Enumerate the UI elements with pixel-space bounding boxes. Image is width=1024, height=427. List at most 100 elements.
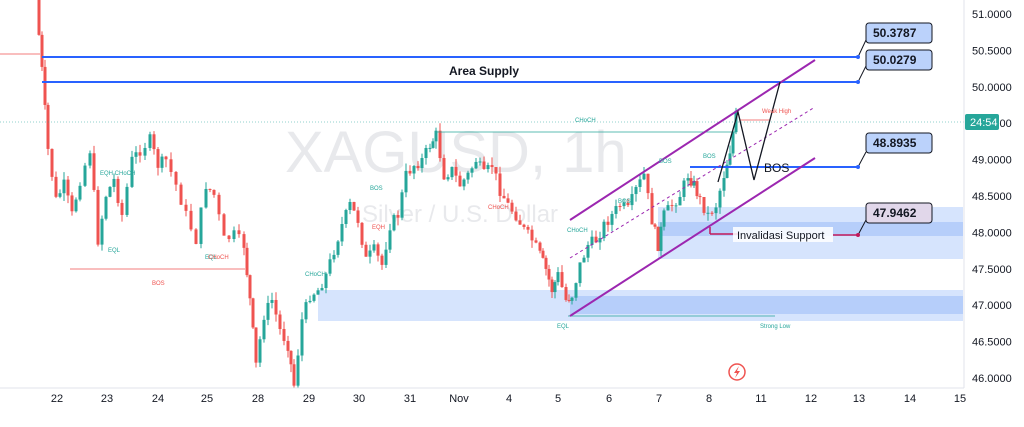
candle-body [292, 364, 296, 386]
time-axis[interactable] [0, 388, 964, 427]
choch-nov5-label: CHoCH [567, 228, 588, 234]
candle-body [254, 327, 258, 363]
candle-body [416, 166, 420, 169]
bos-nov8-label: BOS [703, 154, 716, 160]
candle-body [590, 236, 594, 245]
lightning-icon[interactable] [728, 363, 746, 381]
candle-body [348, 202, 352, 211]
candle-body [148, 134, 152, 148]
candle-body [160, 156, 164, 168]
candle-body [428, 147, 432, 149]
price-label-50-0279: 50.0279 [873, 53, 917, 67]
y-tick-label: 46.0000 [972, 373, 1012, 385]
candle-body [356, 210, 360, 223]
candle-body [614, 206, 618, 214]
candle-body [251, 298, 255, 328]
candle-body [392, 215, 396, 231]
candle-body [156, 149, 160, 168]
candle-body [662, 210, 666, 227]
y-tick-label: 48.0000 [972, 227, 1012, 239]
candle-body [92, 153, 96, 190]
candle-body [408, 170, 412, 174]
price-callout-50-3787: 50.3787 [856, 22, 933, 59]
candle-body [340, 224, 344, 242]
candle-body [678, 196, 682, 206]
candle-body [282, 328, 286, 341]
candle-body [125, 186, 129, 215]
candle-body [189, 210, 193, 230]
choch-left2-label: CHoCH [305, 272, 326, 278]
candle-body [352, 202, 356, 211]
candle-body [458, 175, 462, 187]
candle-body [454, 166, 458, 176]
candle-body [610, 213, 614, 225]
candle-body [204, 188, 208, 208]
candle-body [653, 224, 657, 227]
candle-body [83, 165, 87, 186]
candle-body [506, 198, 510, 203]
choch-mid-label: CHoCH [208, 255, 229, 261]
candle-body [462, 179, 466, 187]
candle-body [582, 257, 586, 263]
projection-path [717, 81, 781, 183]
candle-body [514, 211, 518, 221]
x-tick-label: 24 [152, 393, 164, 405]
candle-body [266, 302, 270, 320]
price-label-48-8935: 48.8935 [873, 136, 917, 150]
x-tick-label: 31 [404, 393, 416, 405]
price-axis[interactable] [964, 0, 1024, 388]
candle-body [364, 244, 368, 257]
candle-body [134, 152, 138, 157]
bos-mid-label: BOS [370, 186, 383, 192]
candle-body [304, 302, 308, 320]
candle-body [70, 195, 74, 212]
x-tick-label: 29 [303, 393, 315, 405]
candle-body [300, 319, 304, 356]
candle-body [138, 152, 142, 156]
candle-body [184, 204, 188, 211]
candle-body [431, 141, 435, 148]
current-price-time: 24:54 [970, 117, 998, 129]
x-tick-label: 15 [954, 393, 966, 405]
x-tick-label: 22 [51, 393, 63, 405]
y-tick-label: 50.0000 [972, 82, 1012, 94]
candle-body [682, 180, 686, 197]
candle-body [412, 166, 416, 174]
plot-area[interactable] [0, 0, 964, 388]
invalidasi-label: Invalidasi Support [737, 230, 824, 242]
demand-zone-lower-band [570, 296, 963, 314]
candle-body [541, 250, 545, 258]
candle-body [384, 249, 388, 265]
candle-body [522, 224, 526, 227]
candle-body [108, 186, 112, 197]
candle-body [78, 185, 82, 200]
candle-body [526, 226, 530, 230]
eql-left-label: EQL [108, 248, 121, 254]
candle-body [248, 275, 252, 299]
candle-body [43, 66, 47, 105]
candle-body [553, 282, 557, 293]
y-tick-label: 50.5000 [972, 45, 1012, 57]
current-price-tag: 24:54 [965, 114, 999, 130]
candle-body [100, 218, 104, 245]
candle-body [550, 279, 554, 293]
candle-body [692, 181, 696, 186]
strong-low-label: Strong Low [760, 324, 791, 330]
price-callout-48-8935: 48.8935 [856, 132, 933, 169]
candle-body [714, 207, 718, 214]
candle-body [586, 244, 590, 258]
candle-body [232, 230, 236, 239]
candle-body [396, 215, 400, 218]
eql-bottom-label: EQL [557, 324, 570, 330]
candle-body [164, 156, 168, 160]
candle-body [258, 339, 262, 363]
eqh-mid-label: EQH [372, 225, 385, 231]
x-tick-label: 12 [805, 393, 817, 405]
candle-body [320, 288, 324, 291]
candle-body [116, 178, 120, 203]
candle-body [262, 319, 266, 340]
candle-body [602, 221, 606, 239]
candle-body [530, 229, 534, 241]
candle-body [96, 189, 100, 245]
